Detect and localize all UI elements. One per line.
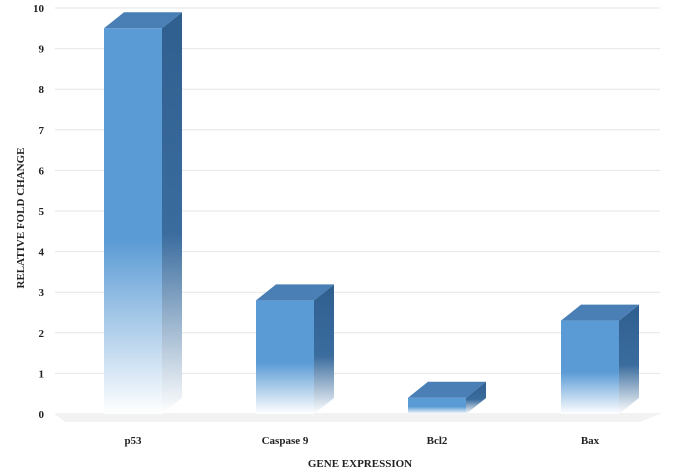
x-tick-label: Caspase 9	[262, 435, 309, 447]
y-tick-label: 3	[39, 287, 45, 299]
y-tick-label: 5	[39, 206, 45, 218]
bar-front	[561, 320, 619, 414]
x-tick-label: Bax	[581, 435, 600, 447]
y-tick-label: 10	[33, 3, 45, 15]
bar-front	[256, 300, 314, 414]
y-tick-label: 8	[39, 84, 45, 96]
x-tick-label: p53	[124, 435, 142, 447]
x-axis-labels: p53 Caspase 9 Bcl2 Bax	[124, 435, 599, 447]
y-tick-label: 9	[39, 44, 45, 56]
floor-plane	[55, 414, 660, 422]
bar-side	[314, 284, 334, 414]
bar-top	[104, 12, 182, 29]
bar-side	[162, 12, 182, 415]
chart-floor	[55, 414, 660, 422]
y-tick-label: 6	[39, 165, 45, 177]
bar-top	[256, 284, 334, 301]
bar-side	[619, 304, 639, 414]
bar-caspase-9	[256, 284, 334, 414]
x-tick-label: Bcl2	[427, 435, 448, 447]
bar-front	[104, 28, 162, 415]
bar-front	[408, 397, 466, 414]
bar-side	[466, 381, 486, 414]
y-tick-label: 0	[39, 409, 45, 421]
bar-bcl2	[408, 381, 486, 414]
bar-top	[408, 381, 486, 398]
bar-bax	[561, 304, 639, 414]
y-tick-label: 7	[39, 125, 45, 137]
bar-p53	[104, 12, 182, 415]
x-axis-title: GENE EXPRESSION	[308, 458, 412, 470]
bar-top	[561, 304, 639, 321]
y-tick-label: 2	[39, 328, 45, 340]
y-tick-label: 1	[39, 368, 45, 380]
y-tick-label: 4	[39, 247, 45, 259]
y-axis-ticks: 0 1 2 3 4 5 6 7 8 9 10	[33, 3, 45, 421]
bars	[104, 12, 639, 415]
y-axis-title: RELATIVE FOLD CHANGE	[15, 148, 27, 289]
